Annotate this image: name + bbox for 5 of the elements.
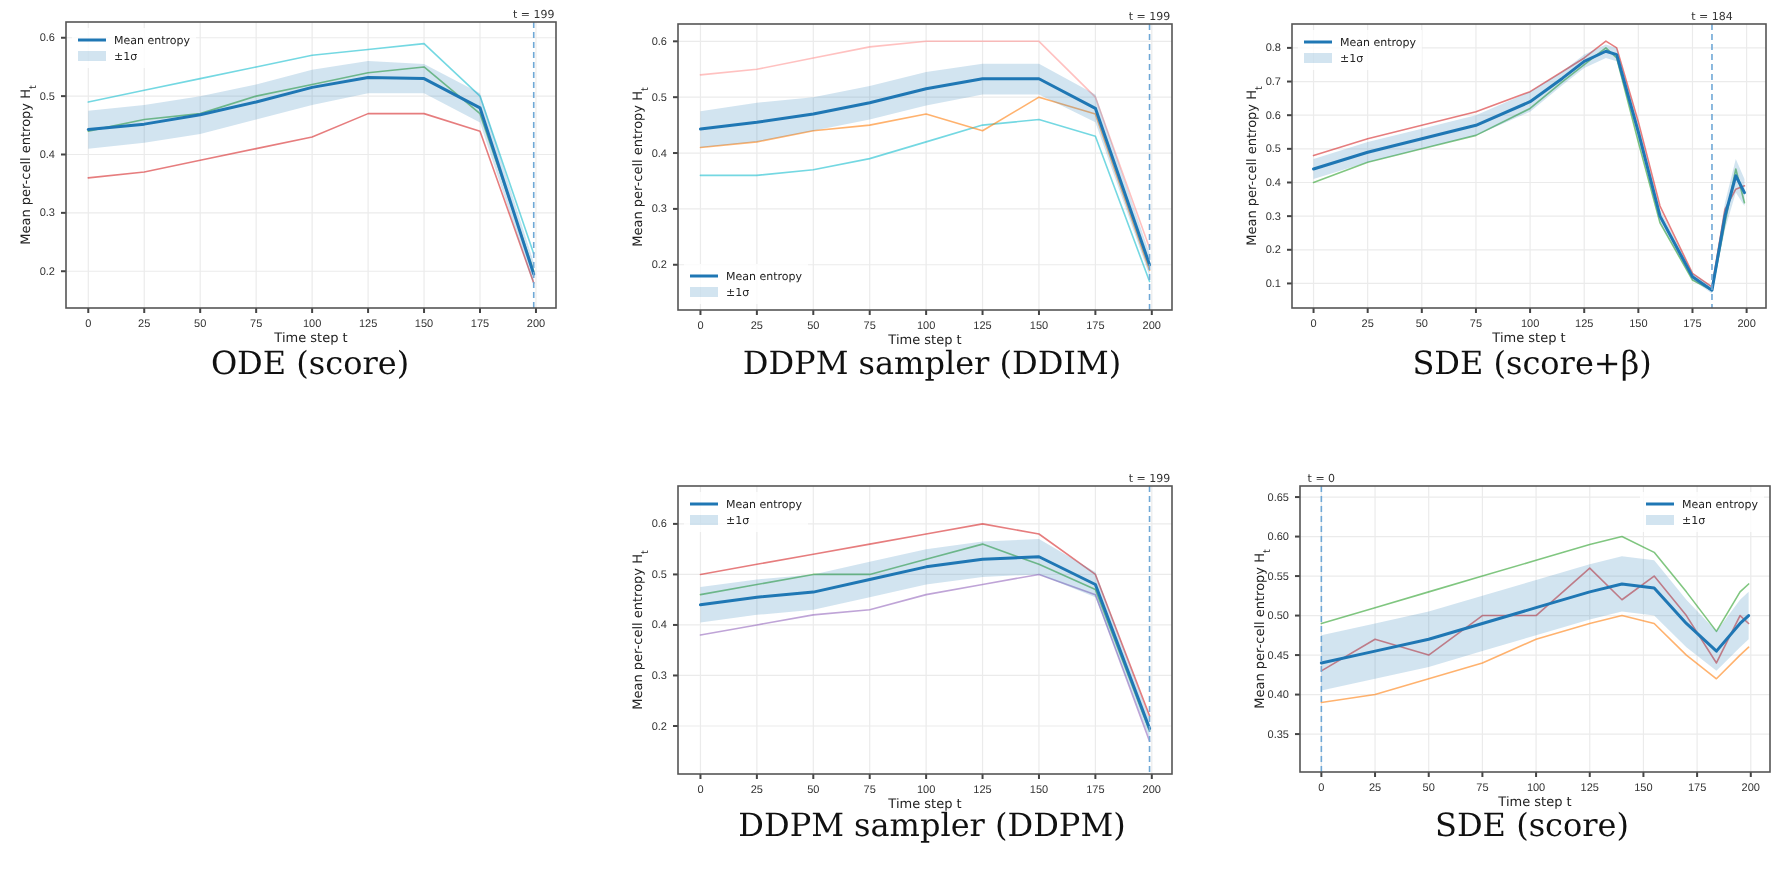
text: SDE (score+β) (1412, 344, 1652, 382)
text: ODE (score) (210, 344, 410, 382)
line-series (1319, 582, 1751, 665)
text: DDPM sampler (DDIM) (742, 344, 1122, 382)
text: SDE (score) (1435, 806, 1629, 844)
